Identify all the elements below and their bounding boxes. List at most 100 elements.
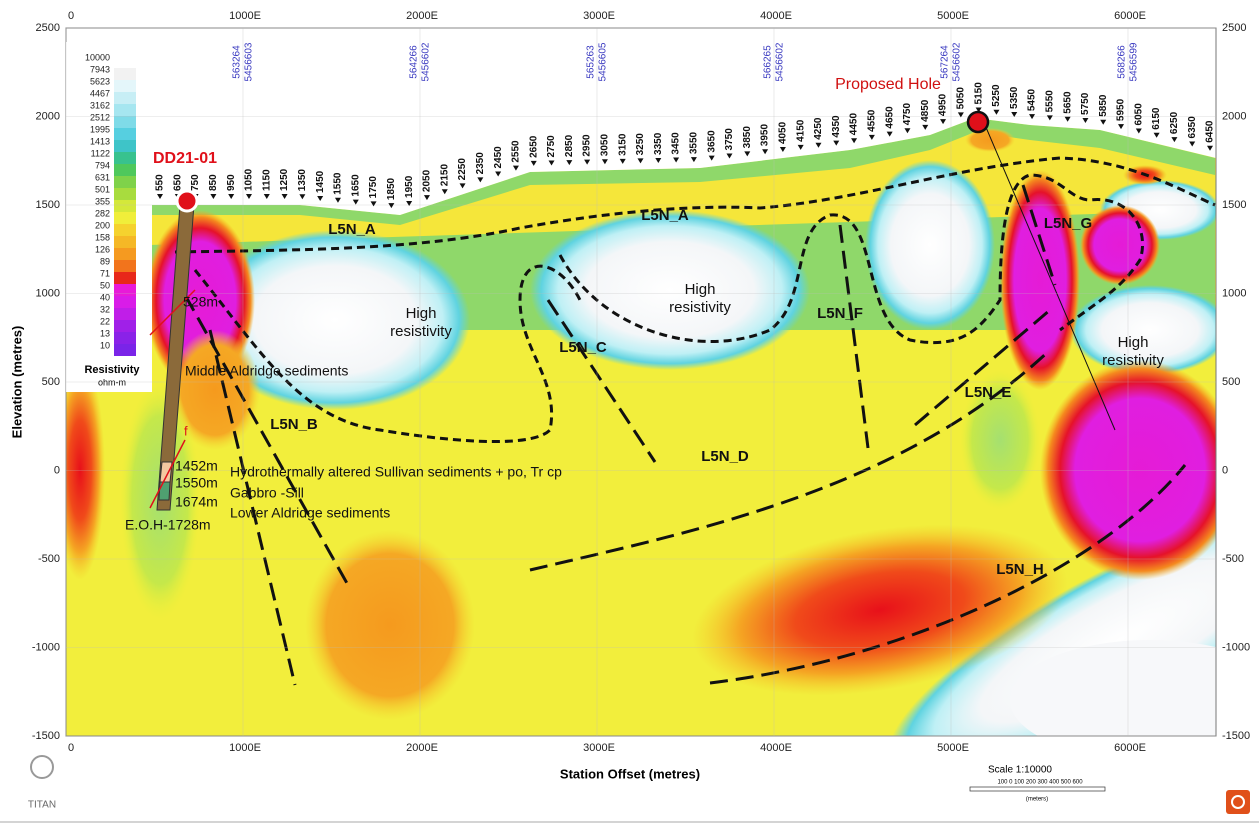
high-resistivity-label: High [406, 305, 437, 322]
legend-label: 355 [95, 196, 110, 206]
grid-coordinate: 565263 [586, 45, 597, 79]
station-marker [281, 194, 288, 199]
station-label: 4250 [813, 117, 824, 140]
logo-icon [30, 755, 54, 779]
x-tick-label: 6000E [1114, 10, 1146, 22]
x-tick-label: 5000E [937, 10, 969, 22]
station-label: 4450 [849, 113, 860, 136]
corner-icon[interactable] [1226, 790, 1250, 814]
station-label: 1750 [368, 176, 379, 199]
marker-line [149, 439, 186, 509]
logo-text: TITAN [28, 800, 56, 811]
station-label: 6150 [1151, 107, 1162, 130]
station-marker [993, 109, 1000, 115]
station-marker [708, 155, 715, 161]
legend-swatch [114, 164, 136, 176]
depth-label: 1452m [175, 458, 218, 474]
legend-label: 282 [95, 208, 110, 218]
station-marker [833, 140, 840, 146]
station-marker [566, 160, 573, 166]
y-tick-label: 2500 [1222, 22, 1246, 34]
high-resistivity-label: resistivity [1102, 352, 1164, 369]
y-tick-label: 500 [1222, 376, 1240, 388]
legend-label: 501 [95, 184, 110, 194]
grid-coordinate: 5456602 [952, 42, 963, 81]
legend-label: 40 [100, 292, 110, 302]
station-marker [886, 131, 893, 137]
station-marker [352, 199, 359, 205]
x-tick-label: 3000E [583, 742, 615, 754]
station-label: 5450 [1027, 88, 1038, 111]
station-marker [637, 158, 644, 164]
drill-interval [158, 481, 171, 501]
station-marker [1082, 117, 1089, 123]
station-marker [868, 134, 875, 140]
legend-swatch [114, 80, 136, 92]
station-label: 2050 [422, 169, 433, 192]
station-marker [584, 159, 591, 165]
station-label: 2650 [528, 135, 539, 158]
station-marker [673, 157, 680, 163]
station-label: 5850 [1098, 94, 1109, 117]
station-marker [1135, 128, 1142, 134]
station-marker [1046, 115, 1053, 121]
legend-swatch [114, 320, 136, 332]
station-label: 3950 [760, 124, 771, 147]
legend-label: 794 [95, 160, 110, 170]
station-label: 3250 [635, 133, 646, 156]
station-label: 1050 [244, 168, 255, 191]
y-tick-label: 2000 [1222, 110, 1246, 122]
station-marker [1100, 119, 1107, 125]
legend-label: 32 [100, 304, 110, 314]
drill-interval [159, 461, 173, 483]
scale-unit: (meters) [1026, 797, 1048, 803]
station-marker [655, 157, 662, 163]
legend-label: 50 [100, 280, 110, 290]
station-label: 1250 [279, 168, 290, 191]
station-marker [370, 201, 377, 207]
station-marker [1029, 114, 1036, 120]
station-label: 3850 [742, 126, 753, 149]
station-label: 6350 [1187, 116, 1198, 139]
station-marker [940, 119, 947, 125]
axes: 001000E1000E2000E2000E3000E3000E4000E400… [32, 10, 1250, 754]
station-marker [245, 194, 252, 199]
station-marker [797, 144, 804, 150]
station-label: 6450 [1205, 120, 1216, 143]
legend: 10000 7943 5623 4467 3162 2512 1995 1413 1122 794… [85, 52, 136, 356]
legend-label: 22 [100, 316, 110, 326]
x-tick-label: 1000E [229, 10, 261, 22]
high-resistivity-label: resistivity [669, 299, 731, 316]
station-label: 5150 [973, 82, 984, 105]
zone-label: L5N_H [996, 561, 1044, 578]
station-marker [388, 203, 395, 209]
x-axis-title: Station Offset (metres) [560, 766, 700, 781]
station-label: 1850 [386, 177, 397, 200]
station-label: 5350 [1009, 86, 1020, 109]
x-tick-label: 6000E [1114, 742, 1146, 754]
station-label: 5550 [1044, 90, 1055, 113]
station-label: 4750 [902, 103, 913, 126]
legend-swatch [114, 92, 136, 104]
y-tick-label: 1000 [1222, 287, 1246, 299]
legend-label: 631 [95, 172, 110, 182]
y-tick-label: 0 [1222, 464, 1228, 476]
station-label: 850 [208, 174, 219, 191]
legend-swatch [114, 212, 136, 224]
scale-ticks: 100 0 100 200 300 400 500 600 [997, 780, 1083, 786]
station-label: 2550 [511, 140, 522, 163]
legend-label: 200 [95, 220, 110, 230]
corner-icon-glyph [1231, 795, 1245, 809]
legend-label: 89 [100, 256, 110, 266]
unit-label: Gabbro -Sill [230, 485, 304, 501]
grid-coordinate: 5456602 [775, 42, 786, 81]
legend-swatch [114, 128, 136, 140]
grid-coordinate: 5456605 [598, 42, 609, 81]
grid-coordinate: 563264 [232, 45, 243, 79]
station-marker [210, 194, 217, 199]
station-label: 2250 [457, 158, 468, 181]
station-marker [744, 151, 751, 157]
station-marker [423, 195, 430, 201]
depth-label: 1674m [175, 494, 218, 510]
